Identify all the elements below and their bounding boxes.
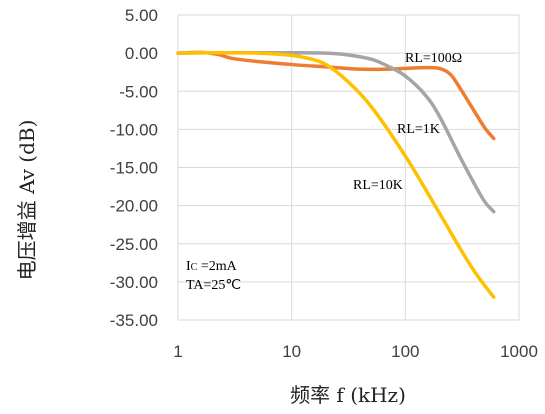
series-label-rl-100: RL=100Ω — [405, 51, 462, 66]
series-label-rl-1k: RL=1K — [397, 122, 440, 137]
y-tick-label: -30.00 — [110, 273, 158, 292]
series-line-rl-100 — [176, 50, 496, 141]
series-label-rl-10k: RL=10K — [353, 178, 403, 193]
y-tick-label: -15.00 — [110, 159, 158, 178]
series-line-rl-1k — [176, 50, 496, 214]
y-axis-label: 电压增益 Av (dB) — [15, 120, 39, 281]
ic-annotation: IC =2mA — [186, 259, 238, 274]
x-tick-label: 10 — [282, 342, 301, 361]
y-tick-label: -25.00 — [110, 235, 158, 254]
y-tick-label: -10.00 — [110, 120, 158, 139]
y-tick-label: -5.00 — [119, 82, 158, 101]
y-tick-labels: 5.00 0.00 -5.00 -10.00 -15.00 -20.00 -25.00 -30… — [110, 6, 158, 330]
x-axis-label: 频率 f (kHz) — [290, 383, 406, 407]
grid-lines — [177, 14, 520, 321]
series-line-rl-10k — [176, 50, 496, 299]
y-tick-label: -35.00 — [110, 311, 158, 330]
series-group — [176, 50, 496, 299]
y-tick-label: 0.00 — [125, 44, 158, 63]
x-tick-label: 1000 — [500, 342, 538, 361]
y-tick-label: -20.00 — [110, 197, 158, 216]
x-tick-label: 1 — [173, 342, 182, 361]
y-tick-label: 5.00 — [125, 6, 158, 25]
ta-annotation: TA=25℃ — [186, 278, 241, 293]
series-labels: RL=100Ω RL=1K RL=10K — [353, 51, 462, 193]
x-tick-label: 100 — [391, 342, 419, 361]
x-tick-labels: 1 10 100 1000 — [173, 342, 538, 361]
